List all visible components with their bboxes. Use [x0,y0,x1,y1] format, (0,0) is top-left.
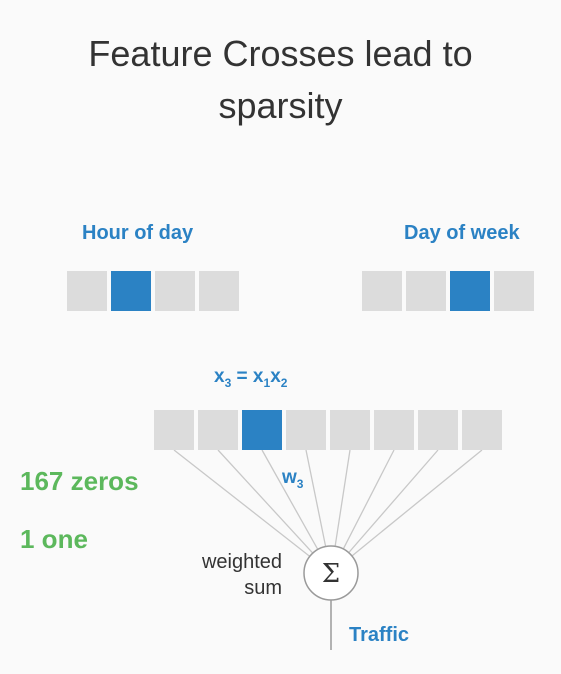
cross-cell [462,410,502,450]
connection-line [352,450,482,556]
cross-cell [374,410,414,450]
weight-label: w3 [282,467,303,491]
weighted-sum-label: weighted sum [170,549,282,601]
ones-count: 1 one [20,524,88,555]
cross-cell [154,410,194,450]
crossed-feature-vector [154,410,502,450]
cross-cell [198,410,238,450]
traffic-output-label: Traffic [349,624,409,647]
cross-cell [418,410,458,450]
connection-line [335,450,350,546]
connection-line [174,450,310,556]
cross-cell [330,410,370,450]
connection-line [343,450,394,549]
zeros-count: 167 zeros [20,466,139,497]
connection-line [349,450,438,553]
connection-line [218,450,313,553]
cross-cell-active [242,410,282,450]
cross-cell [286,410,326,450]
sigma-symbol: Σ [322,559,340,589]
connection-line [306,450,326,547]
